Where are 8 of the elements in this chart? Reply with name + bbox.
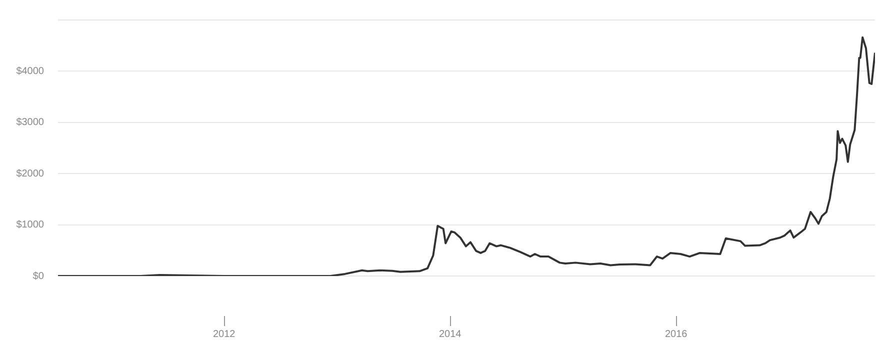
y-tick-label: $3000 <box>16 117 44 128</box>
y-tick-label: $2000 <box>16 168 44 180</box>
y-tick-label: $4000 <box>16 66 44 77</box>
x-tick-label: 2016 <box>664 328 688 340</box>
y-tick-label: $1000 <box>16 220 44 231</box>
x-tick-label: 2014 <box>438 328 462 340</box>
x-tick-label: 2012 <box>212 328 236 340</box>
y-tick-label: $0 <box>32 270 44 282</box>
